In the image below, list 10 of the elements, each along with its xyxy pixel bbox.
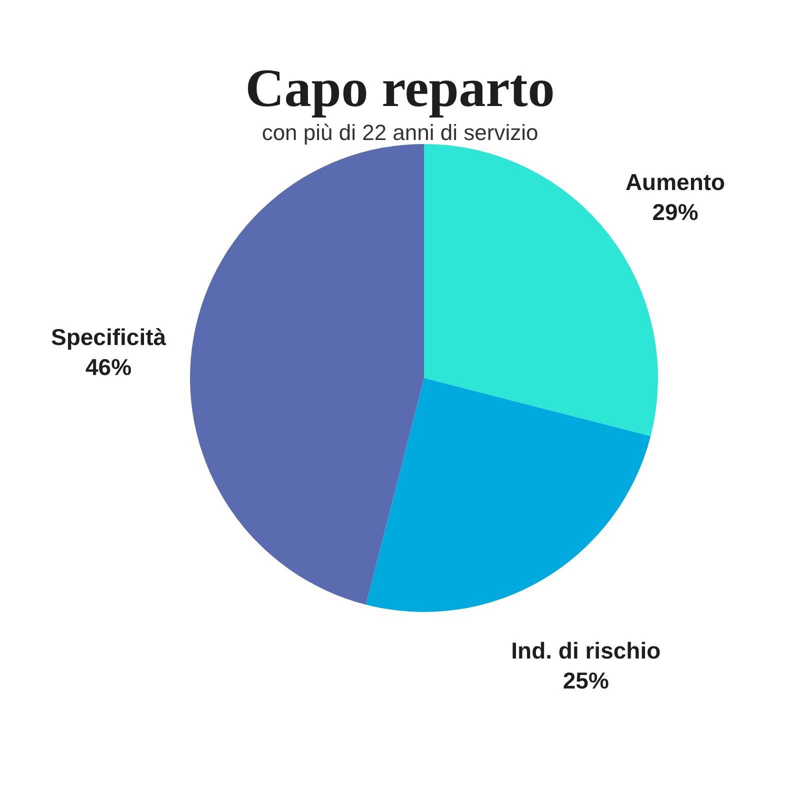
- data-label: 46%: [85, 354, 132, 380]
- slice-label: Aumento: [625, 169, 726, 196]
- chart-subtitle: con più di 22 anni di servizio: [262, 120, 538, 145]
- pie-slice: [190, 144, 424, 605]
- data-label: 29%: [652, 199, 698, 226]
- slice-label: Specificità: [50, 324, 166, 350]
- chart-title: Capo reparto: [245, 58, 555, 118]
- slice-label: Ind. di rischio: [511, 638, 661, 664]
- data-label: 25%: [562, 668, 609, 694]
- pie-slice: [366, 378, 651, 612]
